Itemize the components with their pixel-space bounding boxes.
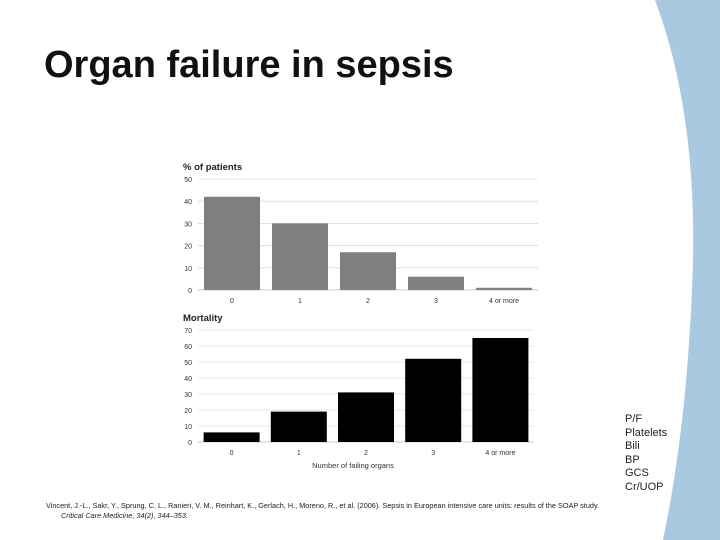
chart-top-xtick-label: 2 — [366, 298, 370, 305]
chart-bottom-ytick-label: 70 — [184, 328, 192, 335]
chart-top-bar — [272, 223, 328, 290]
chart-top-ytick-label: 30 — [184, 221, 192, 228]
legend-item-gcs: GCS — [625, 467, 649, 480]
chart-top-ytick-label: 20 — [184, 244, 192, 251]
legend-item-bili: Bili — [625, 440, 640, 453]
organ-legend: P/F Platelets Bili BP GCS Cr/UOP — [625, 413, 667, 495]
chart-bottom-bar — [203, 432, 260, 442]
chart-bottom-bar — [338, 392, 394, 442]
chart-bottom-ytick-label: 40 — [184, 376, 192, 383]
chart-top-bar — [340, 252, 396, 290]
chart-top-bar — [476, 287, 532, 290]
citation-text: Vincent, J.-L., Sakr, Y., Sprung, C. L.,… — [46, 501, 600, 510]
chart-top-ytick-label: 50 — [184, 177, 192, 184]
slide-title: Organ failure in sepsis — [44, 44, 454, 86]
chart-top-ytick-label: 10 — [184, 266, 192, 273]
chart-top-xtick-label: 1 — [298, 298, 302, 305]
chart-top-ytick-label: 40 — [184, 199, 192, 206]
chart-bottom-ytick-label: 30 — [184, 392, 192, 399]
chart-bottom-xlabel: Number of failing organs — [312, 461, 394, 470]
chart-top-xtick-label: 4 or more — [489, 298, 519, 305]
chart-bottom-xtick-label: 1 — [297, 450, 301, 457]
chart-top-bar — [408, 276, 464, 290]
chart-bottom-bar — [472, 338, 529, 442]
chart-bottom-ytick-label: 0 — [188, 440, 192, 447]
accent-curve-shape — [655, 0, 720, 540]
citation-journal: Critical Care Medicine, 34(2), 344–353. — [61, 511, 188, 520]
legend-item-platelets: Platelets — [625, 426, 668, 439]
legend-item-bp: BP — [625, 453, 640, 466]
chart-top-xtick-label: 3 — [434, 298, 438, 305]
chart-top-title: % of patients — [183, 162, 242, 173]
chart-bottom-ytick-label: 10 — [184, 424, 192, 431]
chart-bottom-bar — [270, 411, 327, 442]
legend-item-cr-uop: Cr/UOP — [625, 480, 664, 493]
chart-top-ytick-label: 0 — [188, 288, 192, 295]
legend-item-pf: P/F — [625, 413, 643, 425]
chart-bottom-title: Mortality — [183, 313, 223, 324]
chart-top-bar — [204, 196, 260, 290]
chart-bottom-bar — [405, 358, 462, 442]
chart-bottom-xtick-label: 4 or more — [485, 450, 515, 457]
chart-top-xtick-label: 0 — [230, 298, 234, 305]
chart-bottom-xtick-label: 3 — [431, 450, 435, 457]
chart-bottom-xtick-label: 2 — [364, 450, 368, 457]
chart-bottom-ytick-label: 50 — [184, 360, 192, 367]
citation: Vincent, J.-L., Sakr, Y., Sprung, C. L.,… — [46, 501, 666, 521]
chart-bottom-ytick-label: 60 — [184, 344, 192, 351]
chart-bottom-xtick-label: 0 — [230, 450, 234, 457]
chart-bottom-ytick-label: 20 — [184, 408, 192, 415]
